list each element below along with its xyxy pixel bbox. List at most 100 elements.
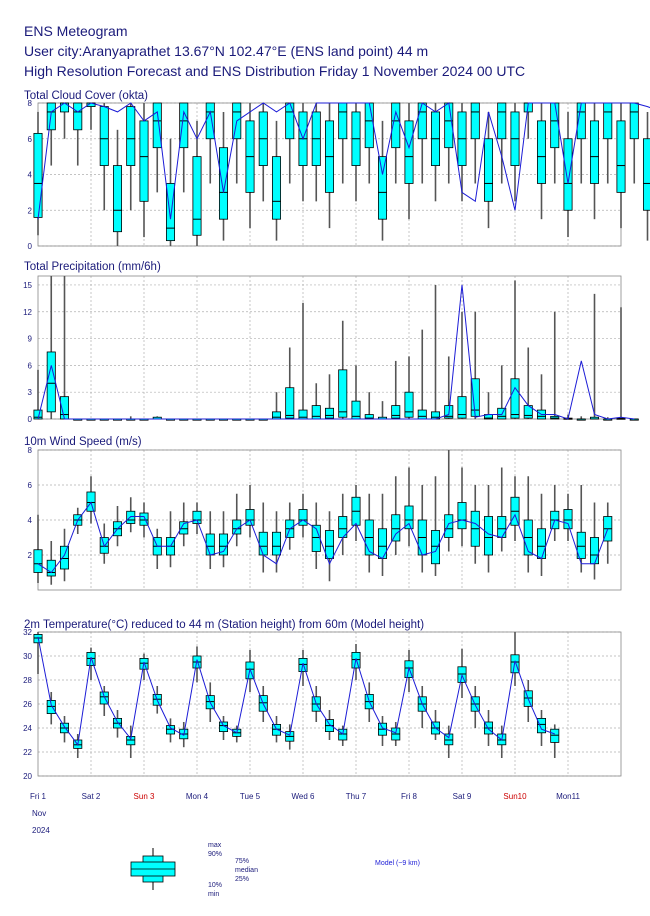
- ens-box: [324, 407, 335, 419]
- panel-title: 10m Wind Speed (m/s): [24, 436, 142, 448]
- ens-box: [470, 102, 480, 140]
- y-tick-label: 0: [28, 415, 33, 424]
- hres-line: [37, 501, 609, 574]
- hres-line: [37, 636, 555, 747]
- ens-box: [642, 138, 650, 211]
- month-label: Nov: [32, 809, 46, 818]
- panel-title: 2m Temperature(°C) reduced to 44 m (Stat…: [24, 619, 424, 631]
- ens-box: [73, 102, 83, 131]
- ens-box: [563, 138, 573, 211]
- ens-box: [589, 120, 600, 184]
- ens-box: [99, 691, 109, 705]
- day-label: Sat 2: [82, 792, 101, 801]
- ens-box: [152, 102, 162, 149]
- ens-box: [99, 106, 109, 166]
- y-tick-label: 6: [28, 481, 33, 490]
- ens-box: [457, 502, 467, 530]
- ens-box: [271, 531, 282, 556]
- ens-box: [417, 409, 427, 420]
- y-tick-label: 4: [28, 516, 33, 525]
- ens-box: [483, 138, 494, 202]
- legend-p75: 75%: [235, 858, 249, 865]
- ens-box: [510, 378, 520, 419]
- ens-box: [139, 512, 149, 526]
- ens-box: [86, 491, 96, 512]
- ens-box: [46, 102, 56, 131]
- legend-model: Model (~9 km): [375, 860, 420, 867]
- ens-box: [444, 733, 454, 746]
- day-label: Sun 3: [134, 792, 155, 801]
- ens-box: [205, 102, 215, 140]
- y-tick-label: 22: [23, 748, 32, 757]
- ens-box: [391, 405, 401, 419]
- ens-box: [616, 120, 626, 193]
- ens-box: [377, 156, 388, 220]
- ens-box: [232, 519, 242, 535]
- y-tick-label: 9: [28, 335, 33, 344]
- ens-box: [536, 120, 547, 184]
- day-label: Wed 6: [292, 792, 316, 801]
- panel-title: Total Cloud Cover (okta): [24, 90, 148, 102]
- y-tick-label: 15: [23, 281, 32, 290]
- ens-box: [179, 102, 189, 149]
- ens-box: [417, 102, 427, 140]
- hres-line: [37, 284, 635, 420]
- y-tick-label: 8: [28, 99, 33, 108]
- panel-4: 2m Temperature(°C) reduced to 44 m (Stat…: [23, 619, 622, 781]
- ens-box: [404, 505, 414, 530]
- panel-3: 10m Wind Speed (m/s) 2 4 6 8: [24, 436, 622, 591]
- panel-1: Total Cloud Cover (okta) 0 2 4 6 8: [24, 90, 650, 251]
- ens-box: [218, 147, 229, 220]
- y-tick-label: 0: [28, 242, 33, 251]
- ens-box: [271, 724, 282, 736]
- y-tick-label: 8: [28, 446, 33, 455]
- day-label: Sun10: [503, 792, 527, 801]
- ens-box: [59, 545, 70, 570]
- ens-box: [112, 165, 123, 233]
- panel-title: Total Precipitation (mm/6h): [24, 261, 161, 273]
- ens-box: [46, 351, 56, 413]
- ens-box: [271, 411, 282, 420]
- ens-box: [430, 530, 441, 565]
- ens-box: [550, 728, 560, 743]
- ens-box: [285, 102, 295, 140]
- legend: max 90% 75% median 25% 10% min Model (~9 km): [130, 842, 420, 898]
- ens-box: [285, 387, 295, 419]
- ens-box: [497, 516, 507, 538]
- ens-box: [404, 391, 414, 418]
- y-tick-label: 28: [23, 676, 32, 685]
- y-tick-label: 4: [28, 171, 33, 180]
- year-label: 2024: [32, 826, 50, 835]
- ens-box: [179, 521, 189, 535]
- ens-box: [338, 728, 348, 741]
- ens-box: [576, 531, 586, 559]
- ens-box: [245, 509, 255, 526]
- ens-box: [497, 102, 507, 140]
- day-label: Fri 8: [401, 792, 418, 801]
- ens-box: [192, 510, 202, 524]
- y-tick-label: 26: [23, 700, 32, 709]
- ens-box: [536, 718, 547, 734]
- ens-box: [311, 405, 321, 420]
- ens-box: [258, 531, 268, 556]
- plot-frame: [37, 631, 622, 777]
- legend-median-label: median: [235, 867, 258, 874]
- ens-box: [457, 396, 467, 419]
- ens-box: [536, 528, 547, 559]
- y-tick-label: 6: [28, 361, 33, 370]
- ens-box: [126, 106, 136, 166]
- ens-box: [563, 509, 573, 530]
- y-tick-label: 3: [28, 388, 33, 397]
- ens-box: [629, 102, 639, 140]
- ens-box: [404, 120, 414, 184]
- ens-box: [46, 700, 56, 715]
- ens-box: [391, 102, 401, 149]
- legend-p25: 25%: [235, 876, 249, 883]
- panel-2: Total Precipitation (mm/6h) 0 3 6 9 12 15: [23, 261, 639, 424]
- ens-box: [391, 514, 401, 542]
- header-location: User city:Aranyaprathet 13.67°N 102.47°E…: [24, 43, 429, 59]
- ens-box: [139, 120, 149, 202]
- day-label: Fri 1: [30, 792, 47, 801]
- day-label: Mon11: [556, 792, 580, 801]
